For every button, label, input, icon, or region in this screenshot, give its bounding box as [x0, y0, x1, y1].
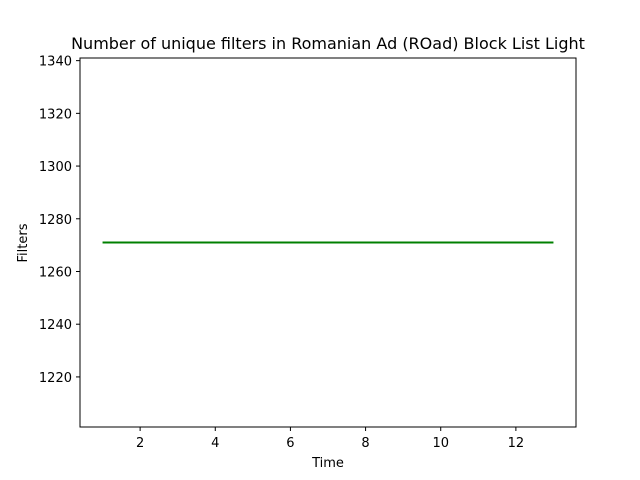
- y-tick-label: 1280: [39, 213, 72, 228]
- x-tick-label: 6: [286, 436, 294, 451]
- y-tick-label: 1340: [39, 55, 72, 70]
- x-axis: 2 4 6 8 10 12: [136, 427, 524, 451]
- y-tick-label: 1240: [39, 318, 72, 333]
- x-tick-label: 4: [211, 436, 219, 451]
- y-tick-label: 1300: [39, 160, 72, 175]
- y-tick-label: 1260: [39, 265, 72, 280]
- x-axis-label: Time: [311, 456, 344, 471]
- y-axis-label: Filters: [16, 223, 31, 262]
- y-tick-label: 1220: [39, 371, 72, 386]
- plot-frame: [79, 57, 577, 428]
- x-tick-label: 12: [508, 436, 525, 451]
- x-tick-label: 10: [432, 436, 449, 451]
- x-tick-label: 2: [136, 436, 144, 451]
- y-axis: 1220 1240 1260 1280 1300 1320 1340: [39, 55, 80, 386]
- x-tick-label: 8: [361, 436, 369, 451]
- y-tick-label: 1320: [39, 107, 72, 122]
- chart-title: Number of unique filters in Romanian Ad …: [71, 34, 585, 53]
